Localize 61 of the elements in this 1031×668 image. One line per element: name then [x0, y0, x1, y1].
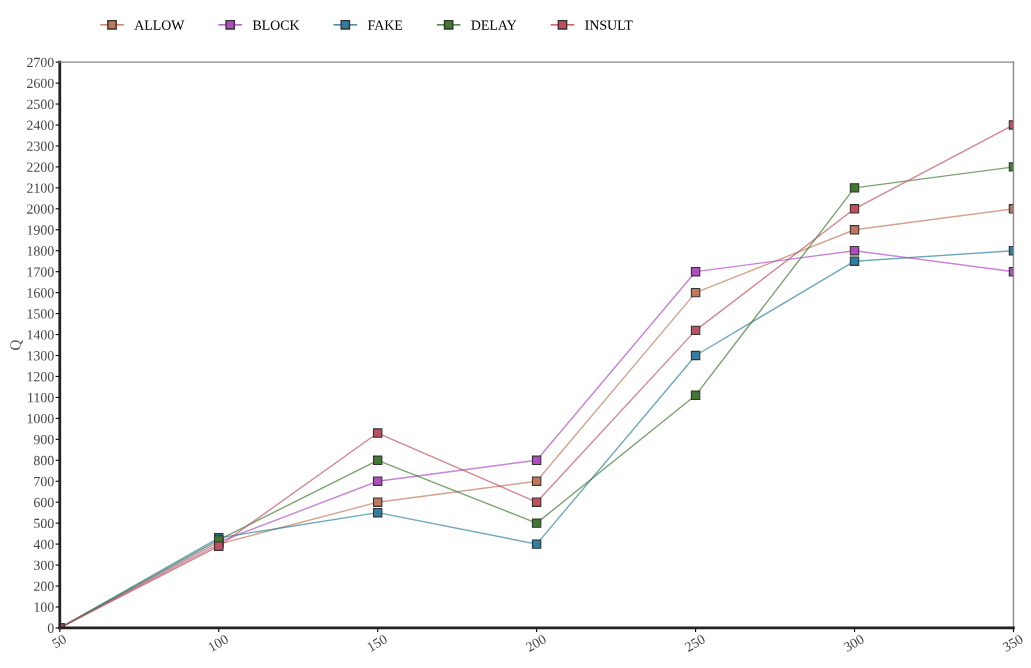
y-tick-label: 200	[34, 581, 54, 591]
point	[690, 350, 701, 361]
point	[849, 183, 860, 193]
legend-label: ALLOW	[134, 20, 185, 30]
y-tick-label: 600	[34, 497, 54, 508]
y-tick-label: 2300	[27, 141, 54, 151]
legend-label: INSULT	[585, 20, 633, 30]
y-tick-label: 1500	[27, 309, 54, 319]
y-tick-label: 2600	[27, 78, 54, 89]
x-tick-label: 50	[51, 634, 68, 649]
legend-label: FAKE	[367, 20, 403, 30]
y-tick-label: 2100	[27, 183, 54, 193]
point	[690, 390, 701, 401]
y-tick-label: 1900	[27, 225, 54, 235]
point	[372, 455, 383, 465]
point	[849, 204, 860, 214]
y-tick-label: 100	[34, 602, 54, 612]
y-tick-label: 2000	[27, 204, 54, 214]
x-tick-label: 300	[843, 634, 865, 653]
x-tick-label: 100	[207, 634, 230, 652]
y-tick-label: 400	[33, 539, 54, 550]
point	[690, 325, 701, 336]
y-tick-label: 1800	[27, 246, 54, 256]
point	[690, 287, 701, 298]
x-tick-label: 200	[525, 634, 547, 653]
point	[531, 518, 542, 528]
y-tick-label: 1000	[27, 413, 54, 424]
point	[849, 246, 860, 256]
y-tick-label: 1400	[27, 330, 54, 340]
point	[531, 455, 542, 465]
point	[690, 266, 701, 277]
point	[849, 225, 860, 235]
point	[372, 428, 383, 438]
point	[531, 497, 542, 507]
x-tick-label: 150	[366, 634, 388, 652]
y-tick-label: 700	[34, 476, 54, 487]
point	[372, 476, 383, 486]
y-tick-label: 800	[33, 455, 54, 466]
point	[372, 497, 383, 507]
y-tick-label: 1100	[28, 392, 54, 403]
y-tick-label: 1700	[27, 267, 54, 277]
y-tick-label: 2400	[27, 120, 54, 130]
point	[531, 476, 542, 486]
y-tick-label: 1300	[27, 351, 54, 361]
point	[531, 539, 542, 549]
point	[849, 256, 860, 266]
y-tick-label: 2200	[27, 162, 54, 172]
y-tick-label: 1200	[27, 372, 54, 382]
y-tick-label: 2700	[27, 57, 54, 68]
y-tick-label: 1600	[27, 288, 54, 298]
y-axis-title: Q	[10, 339, 23, 350]
y-tick-label: 300	[34, 560, 54, 571]
x-tick-label: 250	[684, 634, 706, 653]
legend-label: DELAY	[471, 20, 517, 30]
y-tick-label: 2500	[27, 99, 54, 109]
x-tick-label: 350	[1002, 634, 1024, 653]
y-tick-label: 0	[47, 623, 54, 633]
y-tick-label: 900	[33, 434, 54, 445]
y-tick-label: 500	[34, 518, 54, 529]
legend-label: BLOCK	[252, 20, 300, 30]
point	[372, 507, 383, 518]
